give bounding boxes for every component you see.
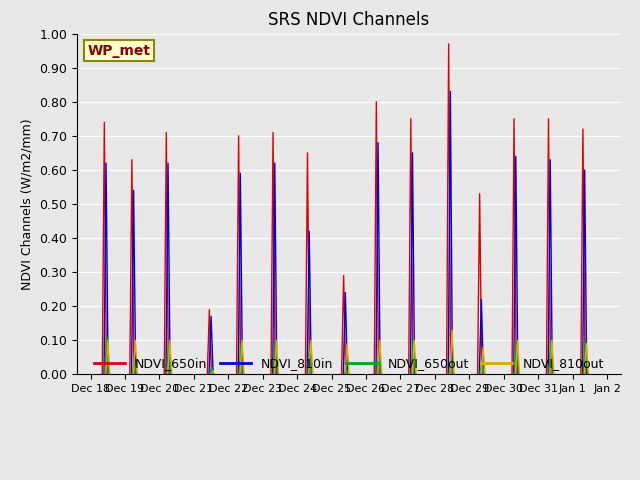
Y-axis label: NDVI Channels (W/m2/mm): NDVI Channels (W/m2/mm) [20, 118, 33, 290]
Legend: NDVI_650in, NDVI_810in, NDVI_650out, NDVI_810out: NDVI_650in, NDVI_810in, NDVI_650out, NDV… [89, 352, 609, 375]
Text: WP_met: WP_met [88, 44, 150, 58]
Title: SRS NDVI Channels: SRS NDVI Channels [268, 11, 429, 29]
